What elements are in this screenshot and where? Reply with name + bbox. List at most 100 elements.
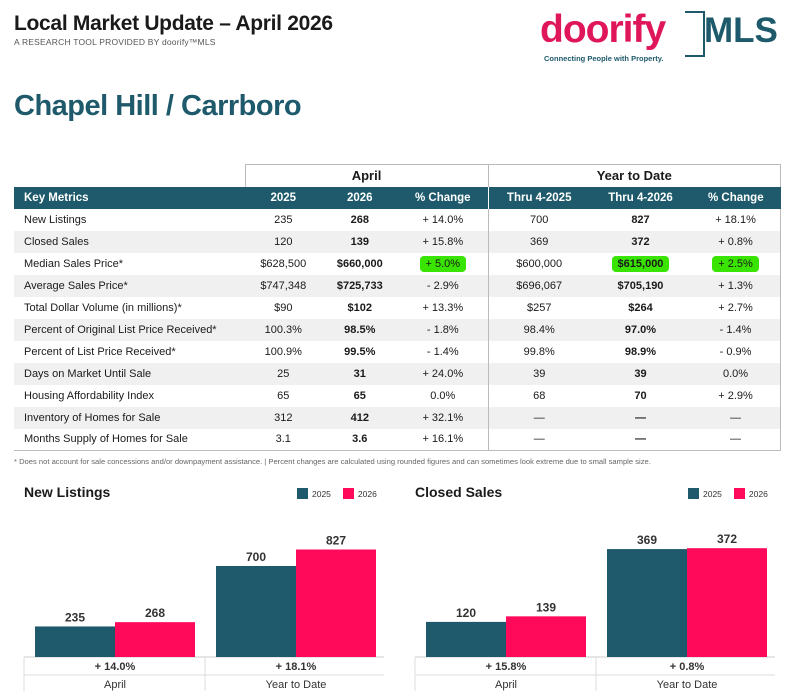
logo-word: doorify <box>540 8 666 51</box>
legend-label: 2026 <box>357 488 377 499</box>
bar <box>426 621 506 657</box>
highlighted-value: + 2.5% <box>712 255 759 272</box>
legend-swatch <box>688 488 699 499</box>
bar-value-label: 827 <box>326 533 346 547</box>
doorify-mls-logo: doorify MLS Connecting People with Prope… <box>540 8 780 64</box>
bar <box>506 616 586 657</box>
bar-chart-svg: 120 139 + 15.8% April 369 372 + 0.8% Year to Da… <box>414 532 775 691</box>
metric-value: + 0.8% <box>691 230 782 253</box>
metric-value: 65 <box>277 389 290 402</box>
metric-value: 97.0% <box>589 318 692 341</box>
chart-title: Closed Sales <box>415 484 503 500</box>
metric-name: New Listings <box>24 213 87 226</box>
column-header: Key Metrics <box>14 186 245 209</box>
legend-label: 2026 <box>748 488 768 499</box>
metric-value: + 14.0% <box>422 213 464 226</box>
metric-name: Median Sales Price* <box>24 257 124 270</box>
metric-value: 0.0% <box>691 362 782 385</box>
bar <box>687 548 767 657</box>
metric-value: 312 <box>245 406 322 429</box>
metric-name: Closed Sales <box>14 230 245 253</box>
table-row: Average Sales Price* $747,348 $725,733- 2.… <box>14 274 782 297</box>
bar-chart-svg: 235 268 + 14.0% April 700 827 + 18.1% Year to D… <box>23 533 384 691</box>
metric-value: $615,000 <box>590 253 691 275</box>
bar-value-label: 120 <box>456 606 476 620</box>
metric-value: 412 <box>321 406 399 429</box>
table-row: Median Sales Price* $628,500 $660,000 + 5.0… <box>14 252 782 275</box>
metric-value: 369 <box>487 230 590 253</box>
chart-legend: 2025 2026 <box>688 488 768 499</box>
metric-value: - 1.4% <box>691 318 782 341</box>
metric-value: 25 <box>245 362 322 385</box>
metric-value: 39 <box>487 362 590 385</box>
metric-value: - 1.4% <box>426 345 459 358</box>
bar-value-label: 268 <box>145 606 165 620</box>
metric-value: — <box>589 428 692 451</box>
metric-value: $696,067 <box>487 274 590 297</box>
metric-value: 3.6 <box>321 428 399 451</box>
bar <box>115 622 195 657</box>
metric-value: 39 <box>589 362 692 385</box>
metric-value: 100.9% <box>264 345 302 358</box>
legend-swatch <box>297 488 308 499</box>
category-label: April <box>104 679 126 691</box>
area-title: Chapel Hill / Carrboro <box>14 90 302 122</box>
metric-value: + 32.1% <box>398 406 489 429</box>
metric-value: + 5.0% <box>398 253 488 275</box>
metric-name: Percent of List Price Received* <box>24 345 176 358</box>
metric-value: 139 <box>321 230 399 253</box>
group-ytd: Year to Date <box>487 164 782 187</box>
metric-value: + 16.1% <box>398 428 489 451</box>
metric-value: 120 <box>245 230 322 253</box>
metric-value: + 2.7% <box>691 296 782 319</box>
category-label: April <box>495 679 517 691</box>
metric-value: 372 <box>589 230 692 253</box>
metric-name: Average Sales Price* <box>14 274 245 297</box>
metric-value: 700 <box>487 208 590 231</box>
metric-value: + 1.3% <box>691 274 782 297</box>
report-subtitle: A RESEARCH TOOL PROVIDED BY doorify™MLS <box>14 37 216 47</box>
table-row: Inventory of Homes for Sale 312 412 + 32.1%… <box>14 406 782 429</box>
metric-value: 98.9% <box>624 345 657 358</box>
metric-value: $264 <box>628 301 653 314</box>
bar-value-label: 235 <box>65 610 85 624</box>
category-label: Year to Date <box>657 679 718 691</box>
metric-value: — <box>691 406 782 429</box>
column-header: Thru 4-2025 <box>487 186 590 209</box>
metric-value: 98.5% <box>321 318 399 341</box>
metric-value: $600,000 <box>487 252 590 275</box>
metric-value: $660,000 <box>336 257 383 270</box>
metric-value: - 0.9% <box>691 340 782 363</box>
table-row: Months Supply of Homes for Sale 3.1 3.6 + 1… <box>14 428 782 451</box>
metric-value: 99.8% <box>487 340 590 363</box>
change-label: + 18.1% <box>276 661 317 673</box>
metric-value: - 1.8% <box>398 318 489 341</box>
table-row: Days on Market Until Sale 25 31 + 24.0% 39 39… <box>14 362 782 385</box>
legend-label: 2025 <box>703 488 722 499</box>
metric-value: + 2.9% <box>691 384 782 407</box>
table-row: Percent of List Price Received* 100.9% 99.… <box>14 340 782 363</box>
chart-title: New Listings <box>24 484 111 500</box>
bar <box>216 566 296 657</box>
door-icon <box>685 11 705 57</box>
key-metrics-table: April Year to Date Key Metrics 2025 2026% … <box>14 164 782 451</box>
bar <box>607 549 687 657</box>
metric-value: $747,348 <box>245 274 322 297</box>
metric-value: $102 <box>347 301 373 314</box>
logo-mls: MLS <box>704 11 778 50</box>
metric-value: — <box>487 428 590 451</box>
change-label: + 0.8% <box>670 661 705 673</box>
metric-value: 68 <box>487 384 590 407</box>
metric-value: $628,500 <box>260 257 307 270</box>
closed-sales-chart: Closed Sales 2025 2026 120 139 + 15.8% April 36… <box>405 480 775 695</box>
metric-value: $90 <box>274 301 293 314</box>
chart-legend: 2025 2026 <box>297 488 377 499</box>
metric-name: Months Supply of Homes for Sale <box>14 428 245 451</box>
change-label: + 15.8% <box>486 661 527 673</box>
legend-swatch <box>733 488 745 499</box>
legend-label: 2025 <box>312 488 331 499</box>
metric-value: 268 <box>350 213 369 226</box>
metric-name: Total Dollar Volume (in millions)* <box>24 301 182 314</box>
metric-value: 0.0% <box>430 389 456 402</box>
metric-value: 235 <box>274 213 293 226</box>
